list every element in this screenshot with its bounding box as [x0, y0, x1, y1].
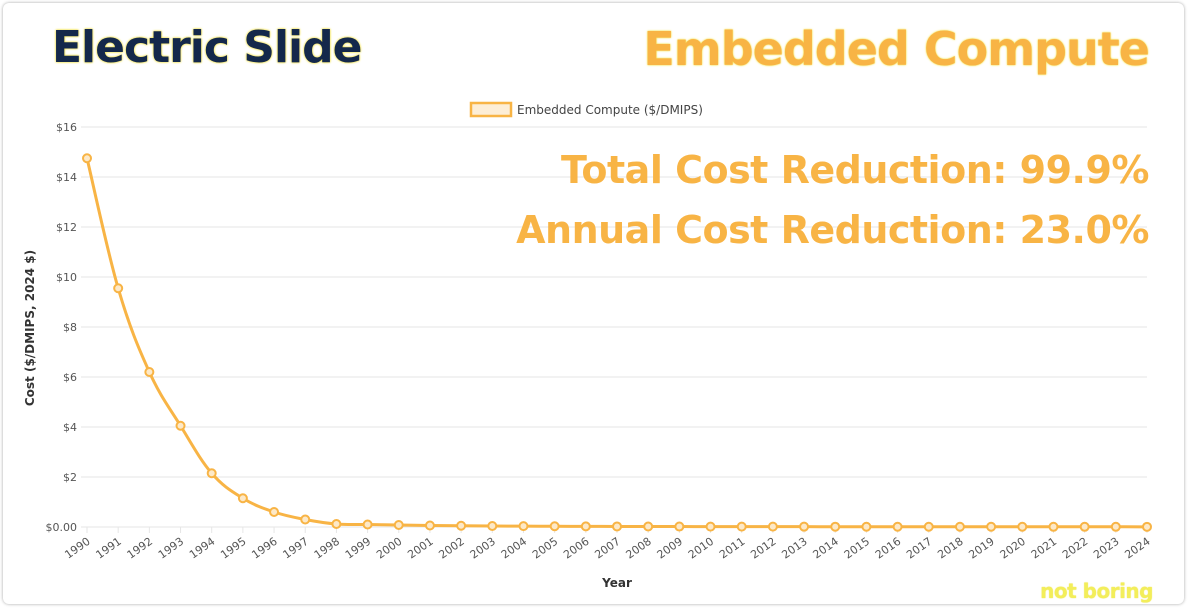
data-point[interactable] [1079, 521, 1090, 532]
x-tick-label: 2009 [655, 535, 685, 562]
series-embedded-compute [82, 153, 1152, 532]
y-tick-label: $4 [63, 421, 77, 434]
data-point[interactable] [487, 521, 498, 531]
x-tick-label: 2023 [1091, 535, 1121, 562]
x-tick-label: 2002 [436, 535, 466, 562]
data-point[interactable] [954, 521, 965, 532]
x-tick-label: 1998 [312, 535, 342, 562]
data-point[interactable] [643, 521, 654, 532]
x-axis-title: Year [601, 576, 632, 590]
x-tick-label: 2000 [374, 535, 404, 562]
data-point[interactable] [705, 521, 716, 532]
legend-label: Embedded Compute ($/DMIPS) [517, 103, 703, 117]
data-point[interactable] [923, 521, 934, 532]
y-tick-label: $12 [56, 221, 77, 234]
data-point[interactable] [612, 521, 622, 532]
y-tick-label: $8 [63, 321, 77, 334]
x-tick-label: 1999 [343, 535, 373, 562]
x-tick-label: 2008 [624, 535, 654, 562]
y-tick-label: $2 [63, 471, 77, 484]
y-tick-label: $16 [56, 121, 77, 134]
x-tick-label: 1990 [62, 535, 92, 562]
chart-topic-title: Embedded Compute [643, 22, 1150, 76]
x-tick-label: 1997 [281, 535, 311, 562]
data-point[interactable] [767, 521, 778, 532]
data-point[interactable] [861, 521, 872, 532]
x-tick-label: 1991 [94, 535, 124, 562]
legend-swatch [469, 101, 513, 118]
x-tick-label: 2020 [998, 535, 1028, 562]
x-tick-label: 2024 [1122, 535, 1152, 562]
data-point[interactable] [986, 521, 997, 532]
x-tick-label: 1996 [249, 535, 279, 562]
x-tick-label: 2013 [779, 535, 809, 562]
data-point[interactable] [82, 153, 92, 164]
not-boring-logo: not boring [1040, 579, 1153, 603]
x-tick-label: 2016 [873, 535, 903, 562]
y-tick-label: $0.00 [46, 521, 78, 534]
y-axis-ticks: $0.00 $2 $4 $6 $8 $10 $12 $14 $16 [46, 121, 78, 534]
data-point[interactable] [331, 519, 342, 529]
data-point[interactable] [144, 367, 155, 377]
data-point[interactable] [674, 521, 685, 532]
data-point[interactable] [175, 420, 186, 431]
x-tick-label: 1995 [218, 535, 248, 562]
data-point[interactable] [1110, 521, 1121, 532]
x-tick-label: 2011 [717, 535, 747, 562]
data-point[interactable] [113, 283, 124, 294]
legend: Embedded Compute ($/DMIPS) [469, 101, 703, 118]
data-point[interactable] [300, 514, 311, 525]
data-point[interactable] [206, 468, 217, 479]
y-axis-title: Cost ($/DMIPS, 2024 $) [23, 250, 37, 406]
data-point[interactable] [830, 521, 841, 532]
x-tick-label: 2003 [468, 535, 498, 562]
data-point[interactable] [736, 521, 747, 532]
x-tick-label: 2021 [1029, 535, 1059, 562]
x-tick-label: 1992 [125, 535, 155, 562]
chart-card [3, 3, 1184, 604]
annual-cost-reduction: Annual Cost Reduction: 23.0% [516, 208, 1149, 252]
x-tick-label: 2005 [530, 535, 560, 562]
x-tick-label: 1994 [187, 535, 217, 562]
data-point[interactable] [549, 521, 560, 532]
data-point[interactable] [362, 519, 373, 530]
data-point[interactable] [1017, 521, 1028, 532]
x-tick-label: 2019 [966, 535, 996, 562]
x-tick-label: 2022 [1060, 535, 1090, 562]
data-point[interactable] [518, 521, 529, 532]
data-point[interactable] [237, 493, 248, 504]
y-tick-label: $6 [63, 371, 77, 384]
data-point[interactable] [892, 521, 903, 532]
x-tick-label: 2006 [561, 535, 591, 562]
data-point[interactable] [1048, 521, 1059, 532]
x-tick-label: 1993 [156, 535, 186, 562]
x-tick-label: 2012 [748, 535, 778, 562]
x-tick-label: 2014 [811, 535, 841, 562]
data-point[interactable] [393, 520, 404, 530]
page-title: Electric Slide [52, 22, 362, 73]
data-point[interactable] [580, 521, 591, 532]
x-tick-label: 2017 [904, 535, 934, 562]
x-tick-label: 2015 [842, 535, 872, 562]
y-tick-label: $10 [56, 271, 77, 284]
x-axis-ticks: 1990 1991 1992 1993 1994 1995 1996 1997 1998 1999… [62, 535, 1152, 562]
total-cost-reduction: Total Cost Reduction: 99.9% [561, 148, 1149, 192]
data-point[interactable] [424, 520, 435, 531]
data-point[interactable] [456, 520, 467, 531]
x-tick-label: 2004 [499, 535, 529, 562]
x-tick-label: 2007 [592, 535, 622, 562]
data-point[interactable] [269, 507, 280, 517]
x-tick-label: 2018 [935, 535, 965, 562]
data-point[interactable] [799, 521, 810, 532]
data-point[interactable] [1142, 521, 1152, 532]
x-tick-label: 2001 [405, 535, 435, 562]
x-tick-label: 2010 [686, 535, 716, 562]
y-tick-label: $14 [56, 171, 77, 184]
